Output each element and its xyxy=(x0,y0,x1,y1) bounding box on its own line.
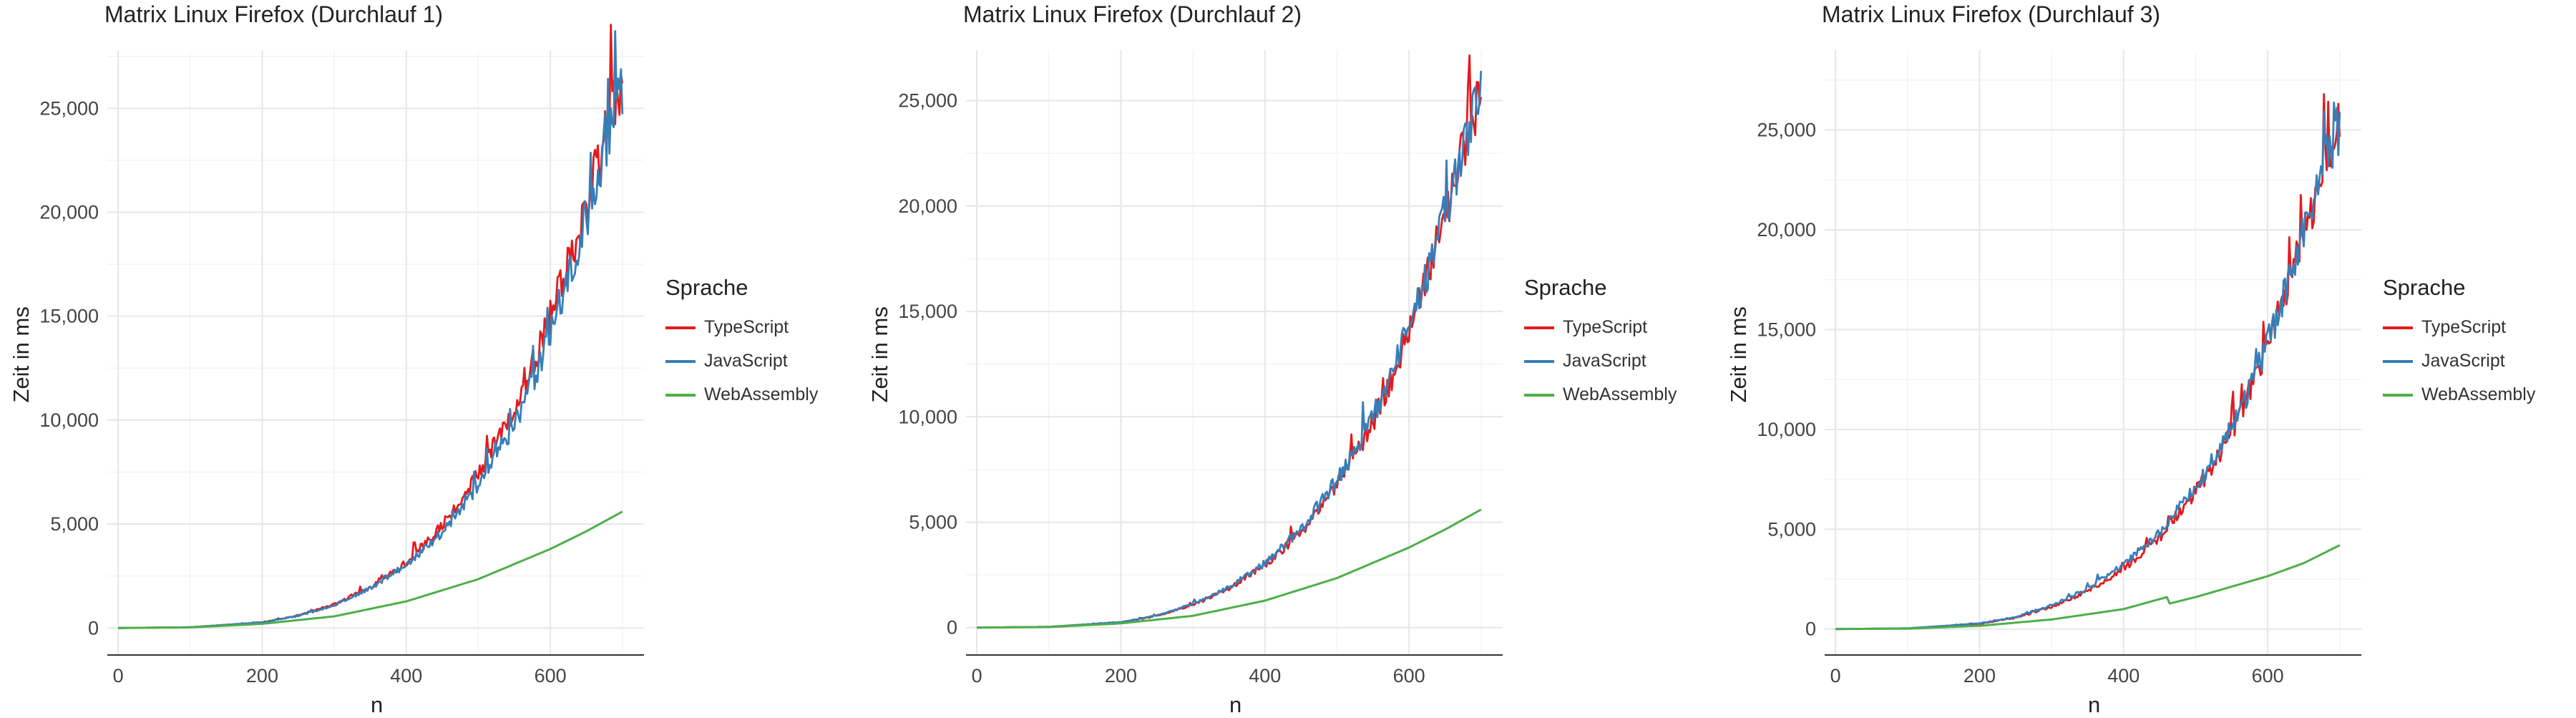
x-tick-label: 0 xyxy=(1830,665,1841,687)
y-tick-label: 25,000 xyxy=(1757,120,1816,141)
x-tick-label: 400 xyxy=(390,665,422,687)
y-tick-label: 10,000 xyxy=(898,406,957,427)
y-tick-label: 10,000 xyxy=(1757,419,1816,440)
legend-title: Sprache xyxy=(2383,275,2466,300)
x-tick-label: 200 xyxy=(1963,665,1996,687)
y-tick-label: 0 xyxy=(1805,618,1816,640)
legend: Sprache TypeScript JavaScript WebAssembl… xyxy=(2383,275,2535,412)
legend-item-javascript: JavaScript xyxy=(665,344,818,378)
legend-label: JavaScript xyxy=(2421,351,2505,371)
legend-item-webassembly: WebAssembly xyxy=(2383,378,2535,412)
legend-label: WebAssembly xyxy=(2421,384,2536,404)
y-axis-label: Zeit in ms xyxy=(1726,306,1751,403)
series-line-javascript xyxy=(977,70,1483,629)
y-tick-label: 15,000 xyxy=(39,306,99,327)
legend-label: TypeScript xyxy=(2421,317,2507,337)
y-tick-label: 20,000 xyxy=(39,201,99,223)
y-axis-label: Zeit in ms xyxy=(867,306,892,403)
plot-area: 0 200 400 600 0 5,000 10,000 15,000 20,000 25,000 xyxy=(1757,50,2361,687)
y-axis-label: Zeit in ms xyxy=(9,306,34,403)
y-tick-label: 25,000 xyxy=(898,90,957,112)
chart-panel-2: 0 200 400 600 0 5,000 10,000 15,000 20,000 25,000… xyxy=(859,0,1717,717)
legend: Sprache TypeScript JavaScript WebAssembl… xyxy=(665,275,818,412)
series-line-javascript xyxy=(118,30,624,629)
legend-swatch xyxy=(2383,393,2413,397)
x-tick-label: 200 xyxy=(1105,665,1137,687)
series-line-webassembly xyxy=(118,510,623,629)
legend-swatch xyxy=(1524,326,1554,329)
y-tick-label: 0 xyxy=(947,617,957,639)
x-axis-label: n xyxy=(2088,692,2101,717)
x-tick-label: 600 xyxy=(2252,665,2284,687)
chart-title: Matrix Linux Firefox (Durchlauf 2) xyxy=(963,1,1302,27)
x-tick-label: 0 xyxy=(113,665,124,687)
legend-swatch xyxy=(2383,326,2413,329)
legend-label: JavaScript xyxy=(704,351,788,371)
y-tick-label: 5,000 xyxy=(909,512,957,533)
y-tick-label: 0 xyxy=(88,617,99,639)
legend-swatch xyxy=(1524,393,1554,397)
x-axis-label: n xyxy=(1229,692,1242,717)
y-tick-label: 5,000 xyxy=(1767,518,1816,540)
x-tick-label: 600 xyxy=(535,665,567,687)
chart-title: Matrix Linux Firefox (Durchlauf 3) xyxy=(1822,1,2161,27)
chart-panel-1: 0 200 400 600 0 5,000 10,000 15,000 20,000 25,000… xyxy=(0,0,859,717)
legend-swatch xyxy=(1524,359,1554,363)
legend-item-javascript: JavaScript xyxy=(1524,344,1677,378)
y-tick-label: 25,000 xyxy=(39,97,99,119)
legend-item-typescript: TypeScript xyxy=(1524,311,1677,344)
legend: Sprache TypeScript JavaScript WebAssembl… xyxy=(1524,275,1677,412)
legend-swatch xyxy=(665,393,696,397)
plot-area: 0 200 400 600 0 5,000 10,000 15,000 20,000 25,000 xyxy=(39,24,644,687)
legend-swatch xyxy=(2383,359,2413,363)
legend-item-typescript: TypeScript xyxy=(665,311,818,344)
x-tick-label: 0 xyxy=(972,665,982,687)
y-tick-label: 15,000 xyxy=(898,301,957,322)
y-tick-label: 10,000 xyxy=(39,409,99,431)
y-tick-label: 15,000 xyxy=(1757,319,1816,340)
legend-swatch xyxy=(665,359,696,363)
y-tick-label: 20,000 xyxy=(1757,219,1816,241)
legend-label: JavaScript xyxy=(1563,351,1646,371)
x-tick-label: 400 xyxy=(1249,665,1281,687)
y-tick-label: 20,000 xyxy=(898,195,957,217)
x-tick-label: 200 xyxy=(246,665,278,687)
legend-label: TypeScript xyxy=(704,317,789,337)
series-line-javascript xyxy=(1835,101,2341,631)
legend-label: WebAssembly xyxy=(704,384,819,404)
series-line-webassembly xyxy=(1835,544,2341,631)
legend-item-webassembly: WebAssembly xyxy=(665,378,818,412)
legend-item-webassembly: WebAssembly xyxy=(1524,378,1677,412)
x-tick-label: 400 xyxy=(2107,665,2140,687)
legend-label: WebAssembly xyxy=(1563,384,1677,404)
series-line-webassembly xyxy=(977,508,1482,629)
chart-title: Matrix Linux Firefox (Durchlauf 1) xyxy=(104,1,444,27)
series-line-typescript xyxy=(1835,93,2341,631)
x-axis-label: n xyxy=(371,692,384,717)
legend-title: Sprache xyxy=(1524,275,1607,300)
legend-item-typescript: TypeScript xyxy=(2383,311,2535,344)
series-line-typescript xyxy=(977,54,1483,629)
y-tick-label: 5,000 xyxy=(50,513,99,535)
legend-swatch xyxy=(665,326,696,329)
plot-area: 0 200 400 600 0 5,000 10,000 15,000 20,000 25,000 xyxy=(898,50,1503,687)
x-tick-label: 600 xyxy=(1393,665,1425,687)
legend-label: TypeScript xyxy=(1563,317,1648,337)
legend-title: Sprache xyxy=(665,275,748,300)
chart-panel-3: 0 200 400 600 0 5,000 10,000 15,000 20,000 25,000… xyxy=(1717,0,2576,717)
legend-item-javascript: JavaScript xyxy=(2383,344,2535,378)
